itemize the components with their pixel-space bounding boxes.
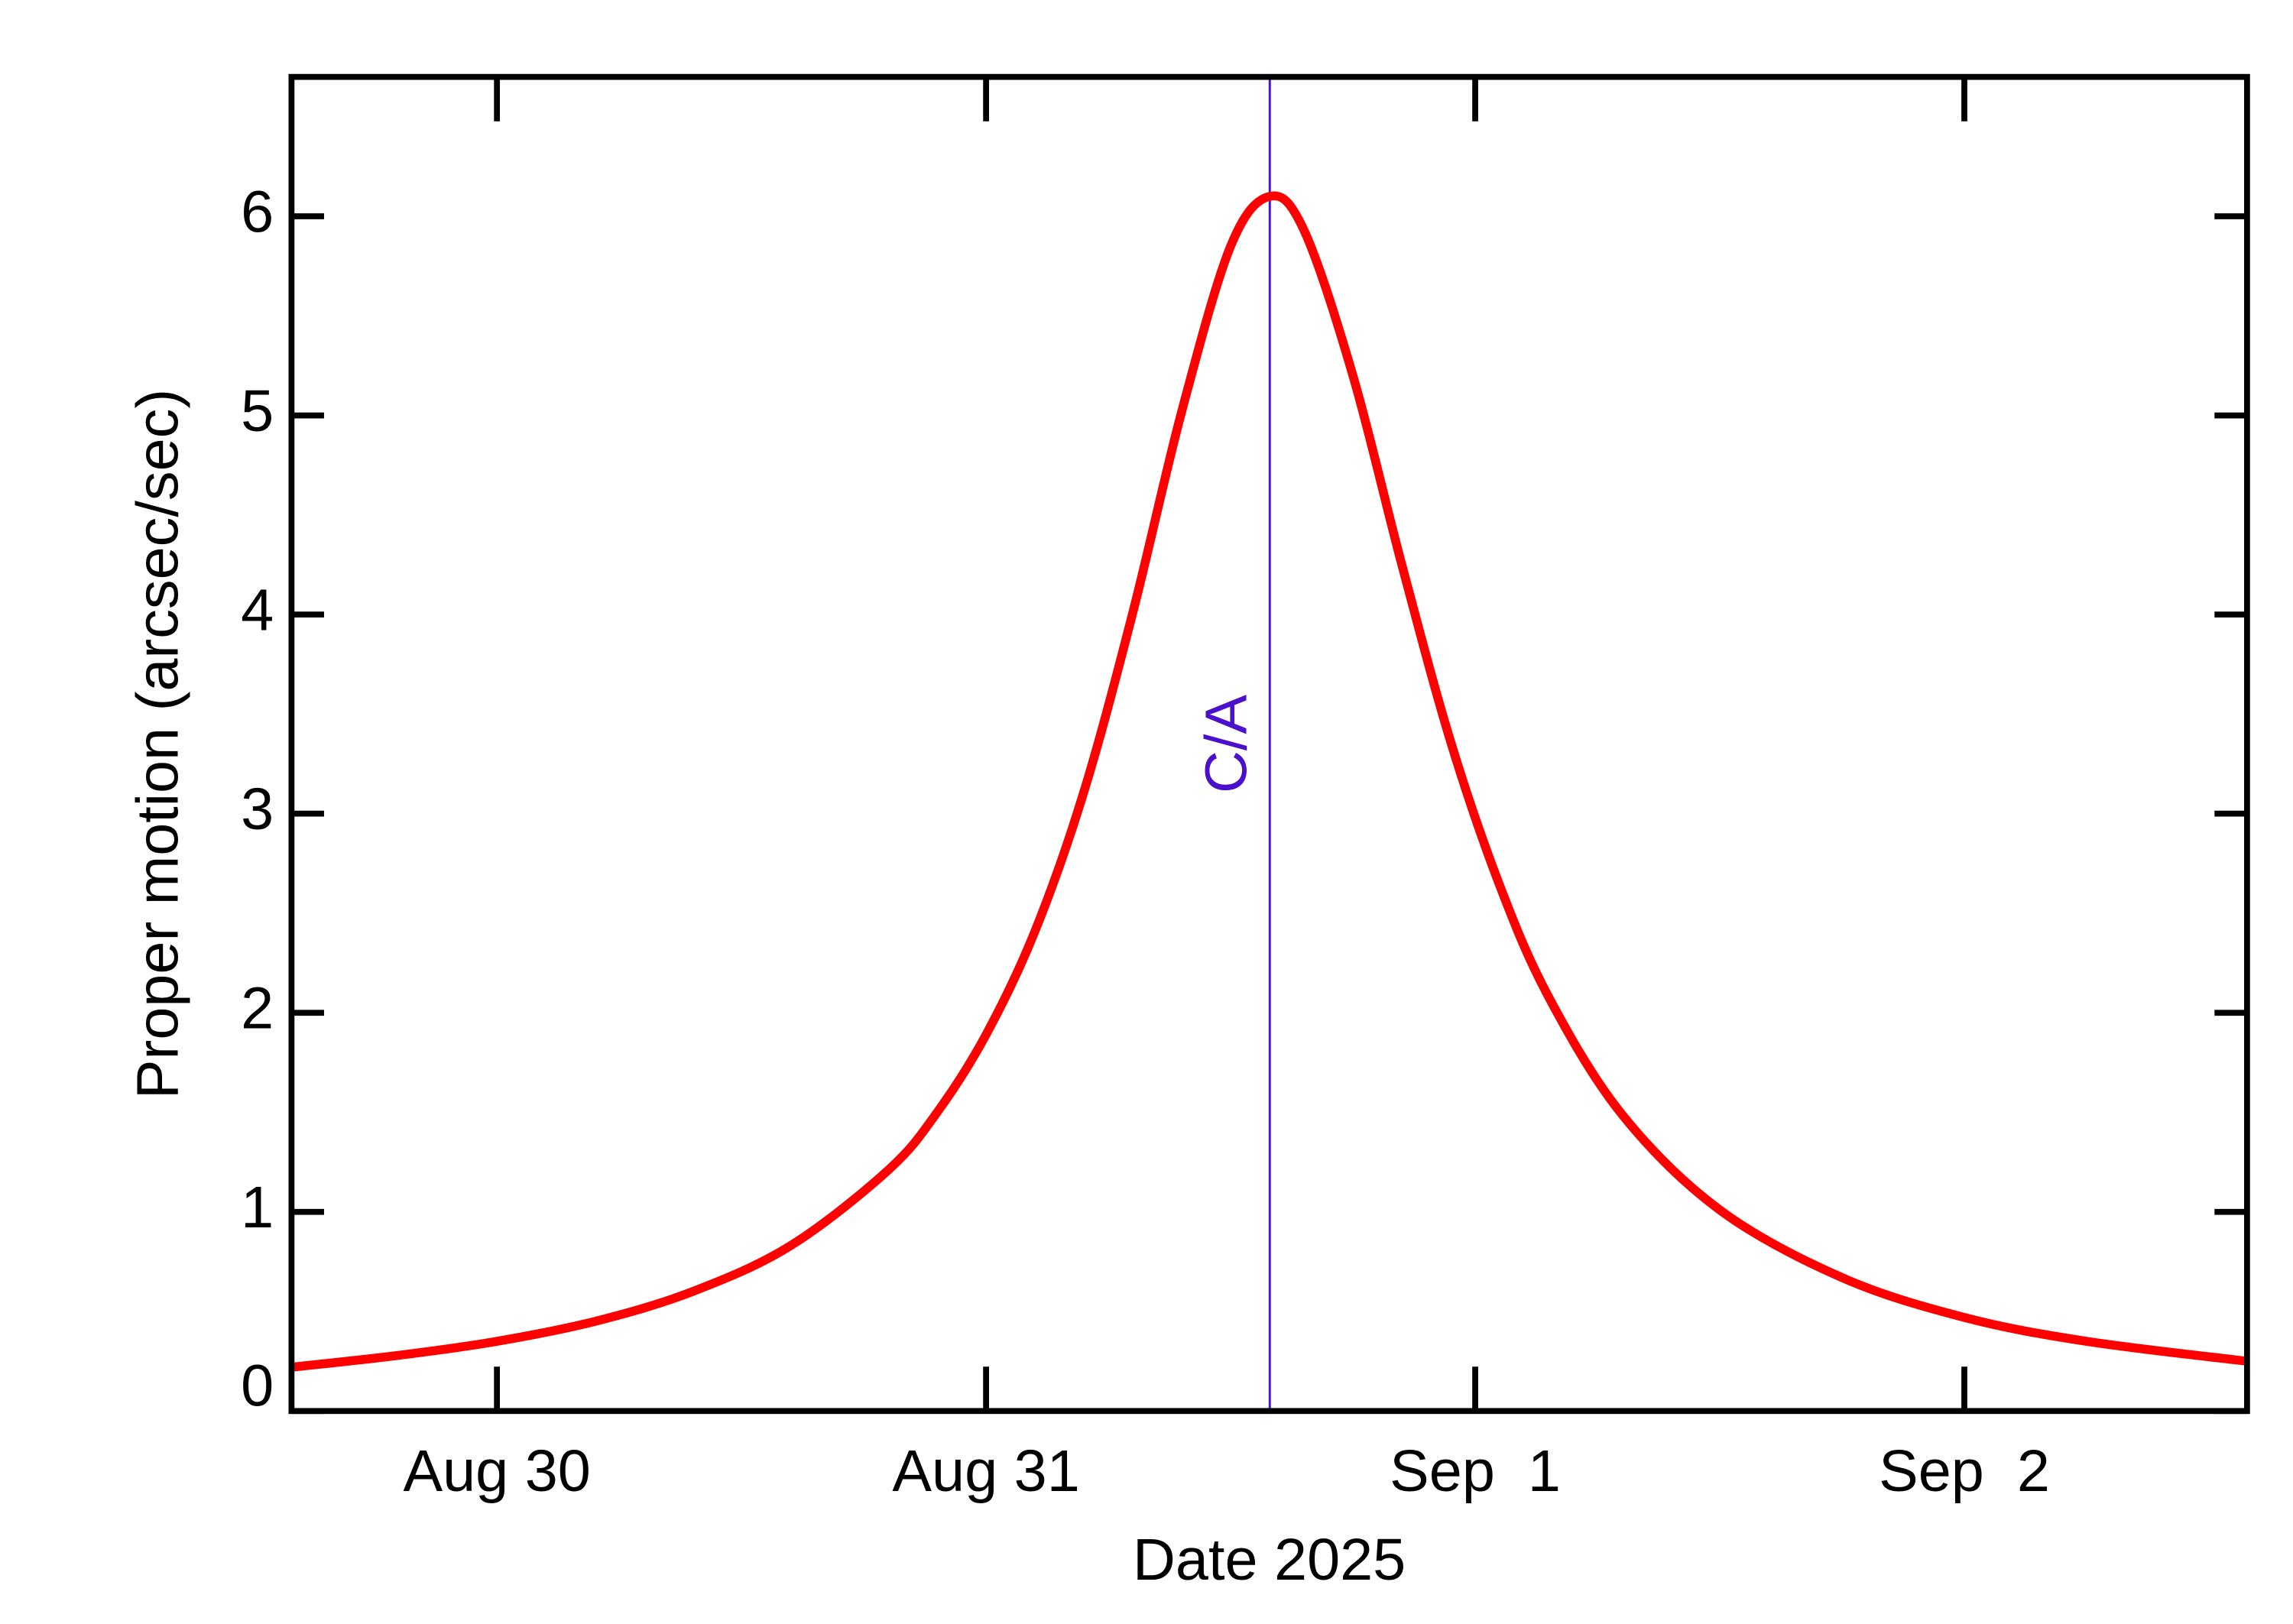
y-tick-label: 4 xyxy=(241,578,274,643)
annotation-label: C/A xyxy=(1193,695,1259,793)
y-tick-label: 1 xyxy=(241,1175,274,1240)
x-tick-label: Aug 30 xyxy=(403,1438,590,1504)
y-tick-label: 0 xyxy=(241,1353,274,1419)
y-tick-label: 5 xyxy=(241,378,274,444)
y-axis-label: Proper motion (arcsec/sec) xyxy=(125,389,190,1099)
x-tick-label: Aug 31 xyxy=(892,1438,1079,1504)
data-line xyxy=(291,191,2247,1372)
y-tick-label: 6 xyxy=(241,179,274,245)
y-tick-label: 3 xyxy=(241,776,274,842)
x-axis-label: Date 2025 xyxy=(1133,1527,1406,1593)
plot-frame xyxy=(288,73,2250,1415)
x-tick-label: Sep 2 xyxy=(1879,1438,2050,1504)
y-tick-label: 2 xyxy=(241,976,274,1042)
x-tick-label: Sep 1 xyxy=(1390,1438,1561,1504)
